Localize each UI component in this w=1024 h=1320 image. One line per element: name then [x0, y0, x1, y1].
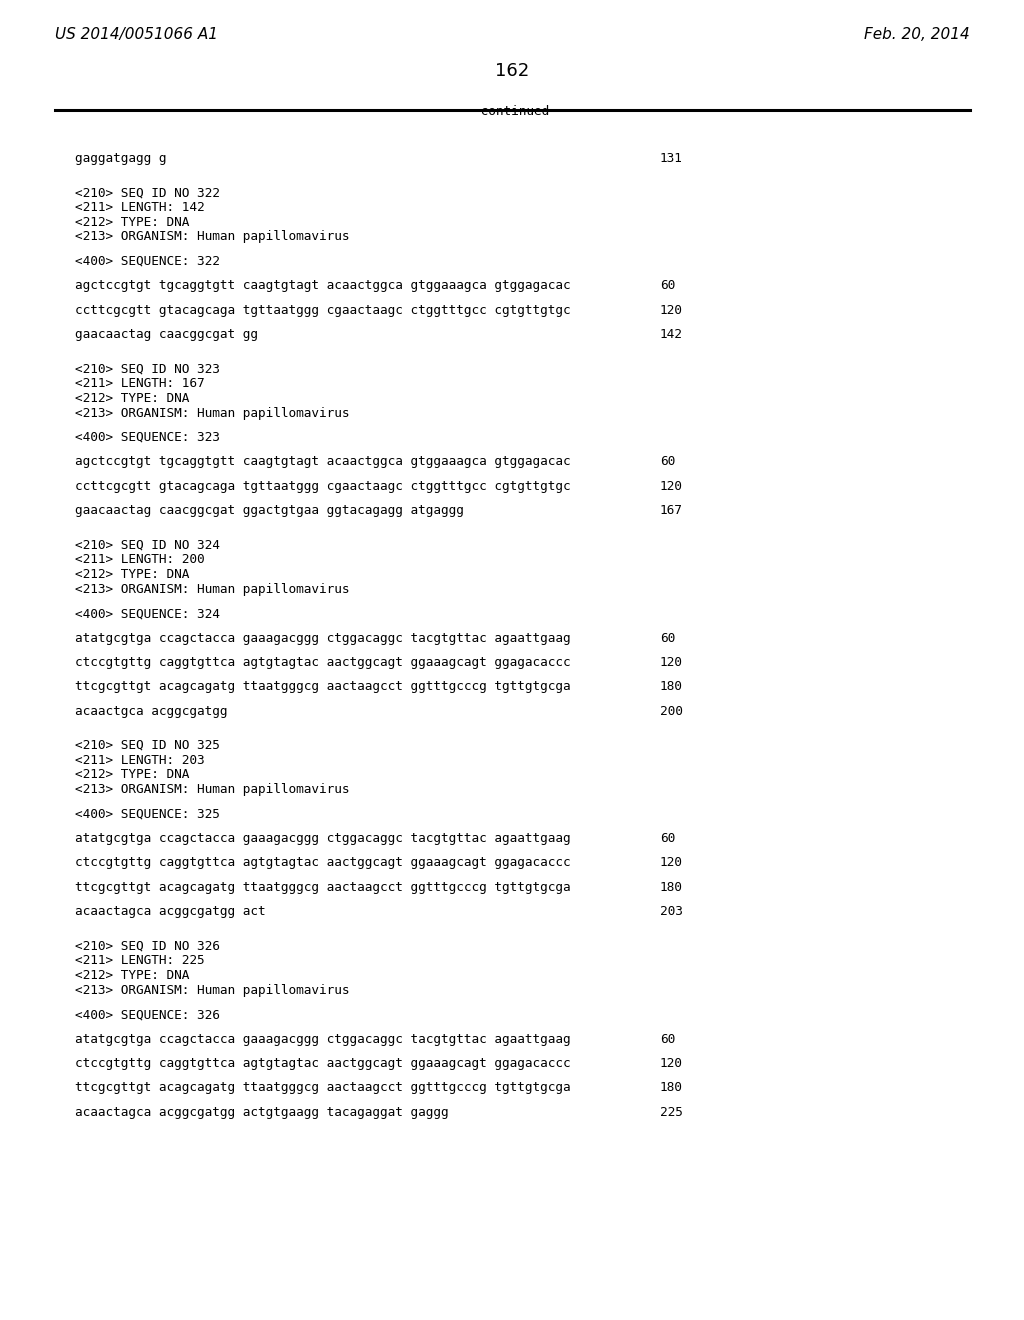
- Text: <211> LENGTH: 200: <211> LENGTH: 200: [75, 553, 205, 566]
- Text: <212> TYPE: DNA: <212> TYPE: DNA: [75, 768, 189, 781]
- Text: <210> SEQ ID NO 322: <210> SEQ ID NO 322: [75, 186, 220, 199]
- Text: 162: 162: [495, 62, 529, 81]
- Text: acaactagca acggcgatgg act: acaactagca acggcgatgg act: [75, 906, 265, 919]
- Text: <211> LENGTH: 167: <211> LENGTH: 167: [75, 378, 205, 389]
- Text: 142: 142: [660, 329, 683, 341]
- Text: <213> ORGANISM: Human papillomavirus: <213> ORGANISM: Human papillomavirus: [75, 407, 349, 420]
- Text: ctccgtgttg caggtgttca agtgtagtac aactggcagt ggaaagcagt ggagacaccc: ctccgtgttg caggtgttca agtgtagtac aactggc…: [75, 857, 570, 870]
- Text: <210> SEQ ID NO 323: <210> SEQ ID NO 323: [75, 362, 220, 375]
- Text: ttcgcgttgt acagcagatg ttaatgggcg aactaagcct ggtttgcccg tgttgtgcga: ttcgcgttgt acagcagatg ttaatgggcg aactaag…: [75, 1081, 570, 1094]
- Text: ctccgtgttg caggtgttca agtgtagtac aactggcagt ggaaagcagt ggagacaccc: ctccgtgttg caggtgttca agtgtagtac aactggc…: [75, 1057, 570, 1071]
- Text: <212> TYPE: DNA: <212> TYPE: DNA: [75, 392, 189, 405]
- Text: <400> SEQUENCE: 326: <400> SEQUENCE: 326: [75, 1008, 220, 1022]
- Text: agctccgtgt tgcaggtgtt caagtgtagt acaactggca gtggaaagca gtggagacac: agctccgtgt tgcaggtgtt caagtgtagt acaactg…: [75, 280, 570, 292]
- Text: ttcgcgttgt acagcagatg ttaatgggcg aactaagcct ggtttgcccg tgttgtgcga: ttcgcgttgt acagcagatg ttaatgggcg aactaag…: [75, 880, 570, 894]
- Text: <211> LENGTH: 142: <211> LENGTH: 142: [75, 201, 205, 214]
- Text: <212> TYPE: DNA: <212> TYPE: DNA: [75, 969, 189, 982]
- Text: 120: 120: [660, 857, 683, 870]
- Text: <210> SEQ ID NO 325: <210> SEQ ID NO 325: [75, 739, 220, 752]
- Text: <212> TYPE: DNA: <212> TYPE: DNA: [75, 568, 189, 581]
- Text: 60: 60: [660, 280, 675, 292]
- Text: 180: 180: [660, 680, 683, 693]
- Text: atatgcgtga ccagctacca gaaagacggg ctggacaggc tacgtgttac agaattgaag: atatgcgtga ccagctacca gaaagacggg ctggaca…: [75, 832, 570, 845]
- Text: 203: 203: [660, 906, 683, 919]
- Text: <213> ORGANISM: Human papillomavirus: <213> ORGANISM: Human papillomavirus: [75, 983, 349, 997]
- Text: 60: 60: [660, 1032, 675, 1045]
- Text: <211> LENGTH: 225: <211> LENGTH: 225: [75, 954, 205, 968]
- Text: -continued: -continued: [474, 106, 550, 117]
- Text: <213> ORGANISM: Human papillomavirus: <213> ORGANISM: Human papillomavirus: [75, 582, 349, 595]
- Text: <400> SEQUENCE: 323: <400> SEQUENCE: 323: [75, 430, 220, 444]
- Text: 60: 60: [660, 832, 675, 845]
- Text: 167: 167: [660, 504, 683, 517]
- Text: <400> SEQUENCE: 324: <400> SEQUENCE: 324: [75, 607, 220, 620]
- Text: 60: 60: [660, 455, 675, 469]
- Text: <213> ORGANISM: Human papillomavirus: <213> ORGANISM: Human papillomavirus: [75, 783, 349, 796]
- Text: <212> TYPE: DNA: <212> TYPE: DNA: [75, 215, 189, 228]
- Text: gaggatgagg g: gaggatgagg g: [75, 152, 167, 165]
- Text: <213> ORGANISM: Human papillomavirus: <213> ORGANISM: Human papillomavirus: [75, 231, 349, 243]
- Text: <210> SEQ ID NO 326: <210> SEQ ID NO 326: [75, 940, 220, 952]
- Text: <211> LENGTH: 203: <211> LENGTH: 203: [75, 754, 205, 767]
- Text: gaacaactag caacggcgat gg: gaacaactag caacggcgat gg: [75, 329, 258, 341]
- Text: 180: 180: [660, 880, 683, 894]
- Text: ccttcgcgtt gtacagcaga tgttaatggg cgaactaagc ctggtttgcc cgtgttgtgc: ccttcgcgtt gtacagcaga tgttaatggg cgaacta…: [75, 479, 570, 492]
- Text: gaacaactag caacggcgat ggactgtgaa ggtacagagg atgaggg: gaacaactag caacggcgat ggactgtgaa ggtacag…: [75, 504, 464, 517]
- Text: agctccgtgt tgcaggtgtt caagtgtagt acaactggca gtggaaagca gtggagacac: agctccgtgt tgcaggtgtt caagtgtagt acaactg…: [75, 455, 570, 469]
- Text: Feb. 20, 2014: Feb. 20, 2014: [864, 26, 970, 42]
- Text: 120: 120: [660, 1057, 683, 1071]
- Text: ttcgcgttgt acagcagatg ttaatgggcg aactaagcct ggtttgcccg tgttgtgcga: ttcgcgttgt acagcagatg ttaatgggcg aactaag…: [75, 680, 570, 693]
- Text: US 2014/0051066 A1: US 2014/0051066 A1: [55, 26, 218, 42]
- Text: 200: 200: [660, 705, 683, 718]
- Text: 120: 120: [660, 656, 683, 669]
- Text: 180: 180: [660, 1081, 683, 1094]
- Text: acaactgca acggcgatgg: acaactgca acggcgatgg: [75, 705, 227, 718]
- Text: 120: 120: [660, 304, 683, 317]
- Text: atatgcgtga ccagctacca gaaagacggg ctggacaggc tacgtgttac agaattgaag: atatgcgtga ccagctacca gaaagacggg ctggaca…: [75, 1032, 570, 1045]
- Text: <400> SEQUENCE: 322: <400> SEQUENCE: 322: [75, 255, 220, 268]
- Text: <210> SEQ ID NO 324: <210> SEQ ID NO 324: [75, 539, 220, 552]
- Text: 60: 60: [660, 631, 675, 644]
- Text: acaactagca acggcgatgg actgtgaagg tacagaggat gaggg: acaactagca acggcgatgg actgtgaagg tacagag…: [75, 1106, 449, 1119]
- Text: 131: 131: [660, 152, 683, 165]
- Text: <400> SEQUENCE: 325: <400> SEQUENCE: 325: [75, 808, 220, 821]
- Text: atatgcgtga ccagctacca gaaagacggg ctggacaggc tacgtgttac agaattgaag: atatgcgtga ccagctacca gaaagacggg ctggaca…: [75, 631, 570, 644]
- Text: ccttcgcgtt gtacagcaga tgttaatggg cgaactaagc ctggtttgcc cgtgttgtgc: ccttcgcgtt gtacagcaga tgttaatggg cgaacta…: [75, 304, 570, 317]
- Text: 225: 225: [660, 1106, 683, 1119]
- Text: 120: 120: [660, 479, 683, 492]
- Text: ctccgtgttg caggtgttca agtgtagtac aactggcagt ggaaagcagt ggagacaccc: ctccgtgttg caggtgttca agtgtagtac aactggc…: [75, 656, 570, 669]
